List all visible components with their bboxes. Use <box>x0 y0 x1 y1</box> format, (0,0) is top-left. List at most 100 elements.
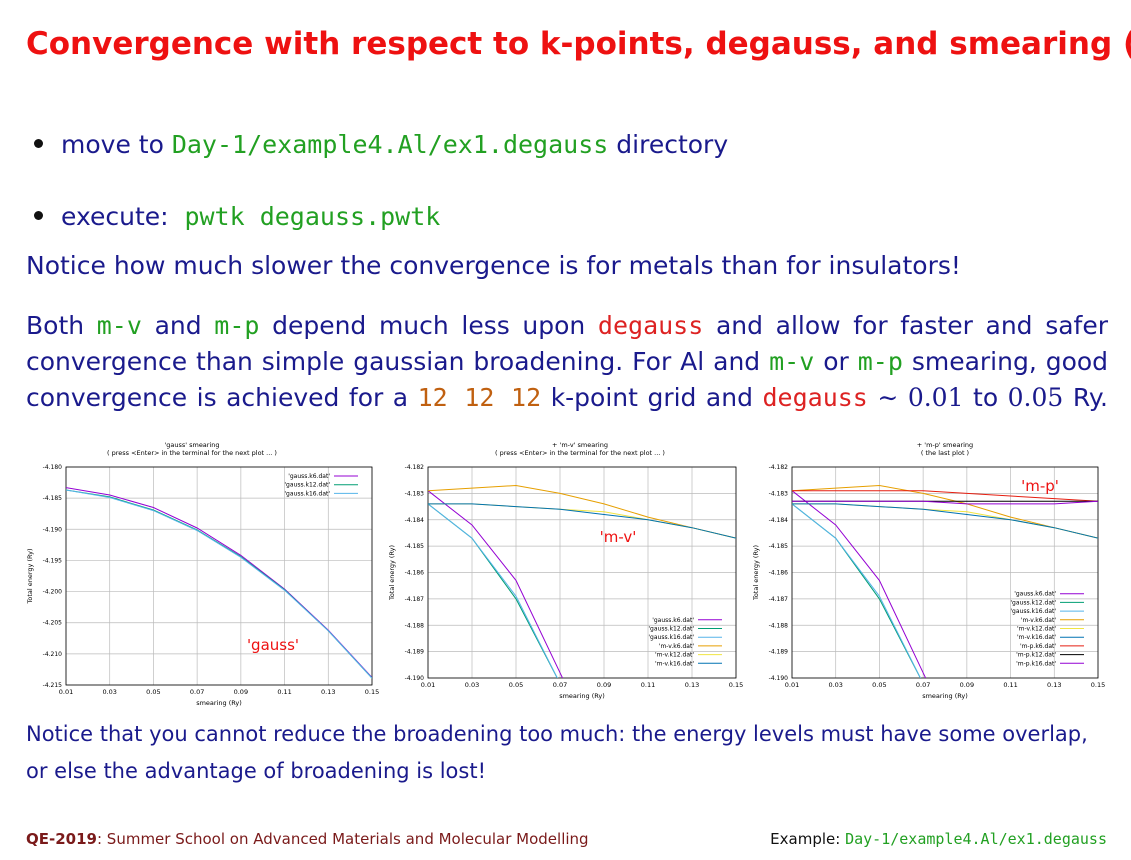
series-line-2 <box>66 489 372 679</box>
legend-label: 'm-v.k12.dat' <box>655 652 694 659</box>
footer-example-label: Example: <box>770 830 841 848</box>
notice-metals: Notice how much slower the convergence i… <box>26 251 961 280</box>
bullet-move-path: Day-1/example4.Al/ex1.degauss <box>171 130 609 159</box>
text-run: depend much less upon <box>272 311 586 340</box>
series-line-3 <box>792 503 922 678</box>
y-tick-label: -4.182 <box>769 464 789 471</box>
y-axis-label: Total energy (Ry) <box>388 545 396 601</box>
y-tick-label: -4.186 <box>405 570 425 577</box>
plot-frame <box>65 466 373 686</box>
legend-label: 'm-p.k12.dat' <box>1016 652 1056 659</box>
y-tick-label: -4.185 <box>43 495 63 502</box>
y-tick-label: -4.180 <box>43 464 63 471</box>
series-line-9 <box>792 500 1098 505</box>
text-run: and allow for faster and safer <box>715 311 1108 340</box>
chart-panel-1: 'gauss' smearing( press <Enter> in the t… <box>26 441 379 707</box>
x-tick-label: 0.01 <box>421 681 435 689</box>
x-tick-label: 0.11 <box>277 688 291 696</box>
bullet-move: move to Day-1/example4.Al/ex1.degauss di… <box>34 130 728 159</box>
x-tick-label: 0.09 <box>234 688 248 696</box>
paragraph-line-3: convergence is achieved for a 12 12 12 k… <box>26 380 1108 416</box>
code-degauss: degauss <box>597 311 704 340</box>
x-tick-label: 0.13 <box>321 688 335 696</box>
footer-right: Example: Day-1/example4.Al/ex1.degauss <box>770 830 1107 848</box>
legend-label: 'gauss.k16.dat' <box>284 490 330 497</box>
legend-label: 'm-v.k12.dat' <box>1017 626 1056 633</box>
plot-frame <box>791 466 1099 679</box>
x-tick-label: 0.01 <box>785 681 799 689</box>
series-line-7 <box>792 490 1098 502</box>
code-mv: m-v <box>769 347 815 376</box>
y-tick-label: -4.187 <box>769 596 789 603</box>
y-tick-label: -4.185 <box>405 543 425 550</box>
x-tick-label: 0.01 <box>59 688 73 696</box>
y-tick-label: -4.195 <box>43 557 63 564</box>
y-tick-label: -4.183 <box>405 490 425 497</box>
legend-label: 'gauss.k6.dat' <box>652 617 694 624</box>
legend-label: 'm-p.k6.dat' <box>1020 643 1056 650</box>
text-run: or <box>823 347 849 376</box>
x-tick-label: 0.03 <box>102 688 116 696</box>
x-tick-label: 0.15 <box>365 688 379 696</box>
y-tick-label: -4.183 <box>769 490 789 497</box>
series-line-1 <box>66 487 372 678</box>
legend-label: 'm-v.k6.dat' <box>1021 617 1057 624</box>
bullet-exec-command: pwtk degauss.pwtk <box>184 202 441 231</box>
bullet-move-prefix: move to <box>61 130 164 159</box>
chart-subtitle: ( press <Enter> in the terminal for the … <box>107 449 277 457</box>
y-tick-label: -4.189 <box>405 649 425 656</box>
x-axis-label: smearing (Ry) <box>559 692 605 700</box>
series-line-1 <box>792 490 927 678</box>
x-axis-label: smearing (Ry) <box>922 692 968 700</box>
series-line-1 <box>428 490 564 678</box>
legend-label: 'gauss.k16.dat' <box>648 634 694 641</box>
series-line-5 <box>792 503 1098 539</box>
text-run: k-point grid and <box>550 383 753 412</box>
notice-broadening: Notice that you cannot reduce the broade… <box>26 722 1088 783</box>
text-run: to <box>973 383 999 412</box>
series-line-6 <box>792 503 1098 539</box>
x-tick-label: 0.09 <box>597 681 611 689</box>
x-tick-label: 0.09 <box>960 681 974 689</box>
chart-annotation: 'm-v' <box>600 528 637 546</box>
legend-label: 'm-v.k16.dat' <box>655 660 694 667</box>
legend-label: 'm-v.k6.dat' <box>659 643 695 650</box>
chart-subtitle: ( press <Enter> in the terminal for the … <box>495 449 665 457</box>
legend-label: 'm-v.k16.dat' <box>1017 634 1056 641</box>
chart-subtitle: ( the last plot ) <box>921 449 969 457</box>
series-group <box>792 484 1098 678</box>
bullet-dot-icon <box>34 210 43 220</box>
legend-label: 'gauss.k12.dat' <box>648 626 694 633</box>
y-axis-label: Total energy (Ry) <box>752 545 760 601</box>
y-tick-label: -4.184 <box>405 517 425 524</box>
x-tick-label: 0.07 <box>553 681 567 689</box>
y-tick-label: -4.215 <box>43 682 63 689</box>
smearing-paragraph: Both m-v and m-p depend much less upon d… <box>26 308 1108 416</box>
y-tick-label: -4.190 <box>43 526 63 533</box>
text-run: Ry. <box>1072 383 1109 412</box>
legend-label: 'gauss.k16.dat' <box>1010 608 1056 615</box>
bullet-execute: execute: pwtk degauss.pwtk <box>34 202 440 231</box>
y-tick-label: -4.200 <box>43 589 63 596</box>
legend-label: 'gauss.k6.dat' <box>1014 591 1056 598</box>
code-grid: 12 12 12 <box>417 383 542 412</box>
text-run: smearing, good <box>911 347 1109 376</box>
x-tick-label: 0.05 <box>872 681 886 689</box>
x-tick-label: 0.07 <box>916 681 930 689</box>
legend-label: 'gauss.k6.dat' <box>288 473 330 480</box>
y-tick-label: -4.182 <box>405 464 425 471</box>
convergence-plots: 'gauss' smearing( press <Enter> in the t… <box>26 441 1105 707</box>
footer-school-rest: : Summer School on Advanced Materials an… <box>96 830 589 848</box>
y-tick-label: -4.184 <box>769 517 789 524</box>
series-line-5 <box>428 503 736 539</box>
legend-label: 'gauss.k12.dat' <box>284 482 330 489</box>
chart-panel-3: + 'm-p' smearing( the last plot ) 0.01 0.0… <box>752 441 1105 700</box>
y-tick-label: -4.189 <box>769 649 789 656</box>
y-tick-label: -4.186 <box>769 570 789 577</box>
code-mp: m-p <box>214 311 260 340</box>
y-tick-label: -4.190 <box>769 675 789 682</box>
x-tick-label: 0.13 <box>685 681 699 689</box>
bullet-exec-prefix: execute: <box>61 202 169 231</box>
y-tick-label: -4.210 <box>43 651 63 658</box>
x-tick-label: 0.11 <box>641 681 655 689</box>
